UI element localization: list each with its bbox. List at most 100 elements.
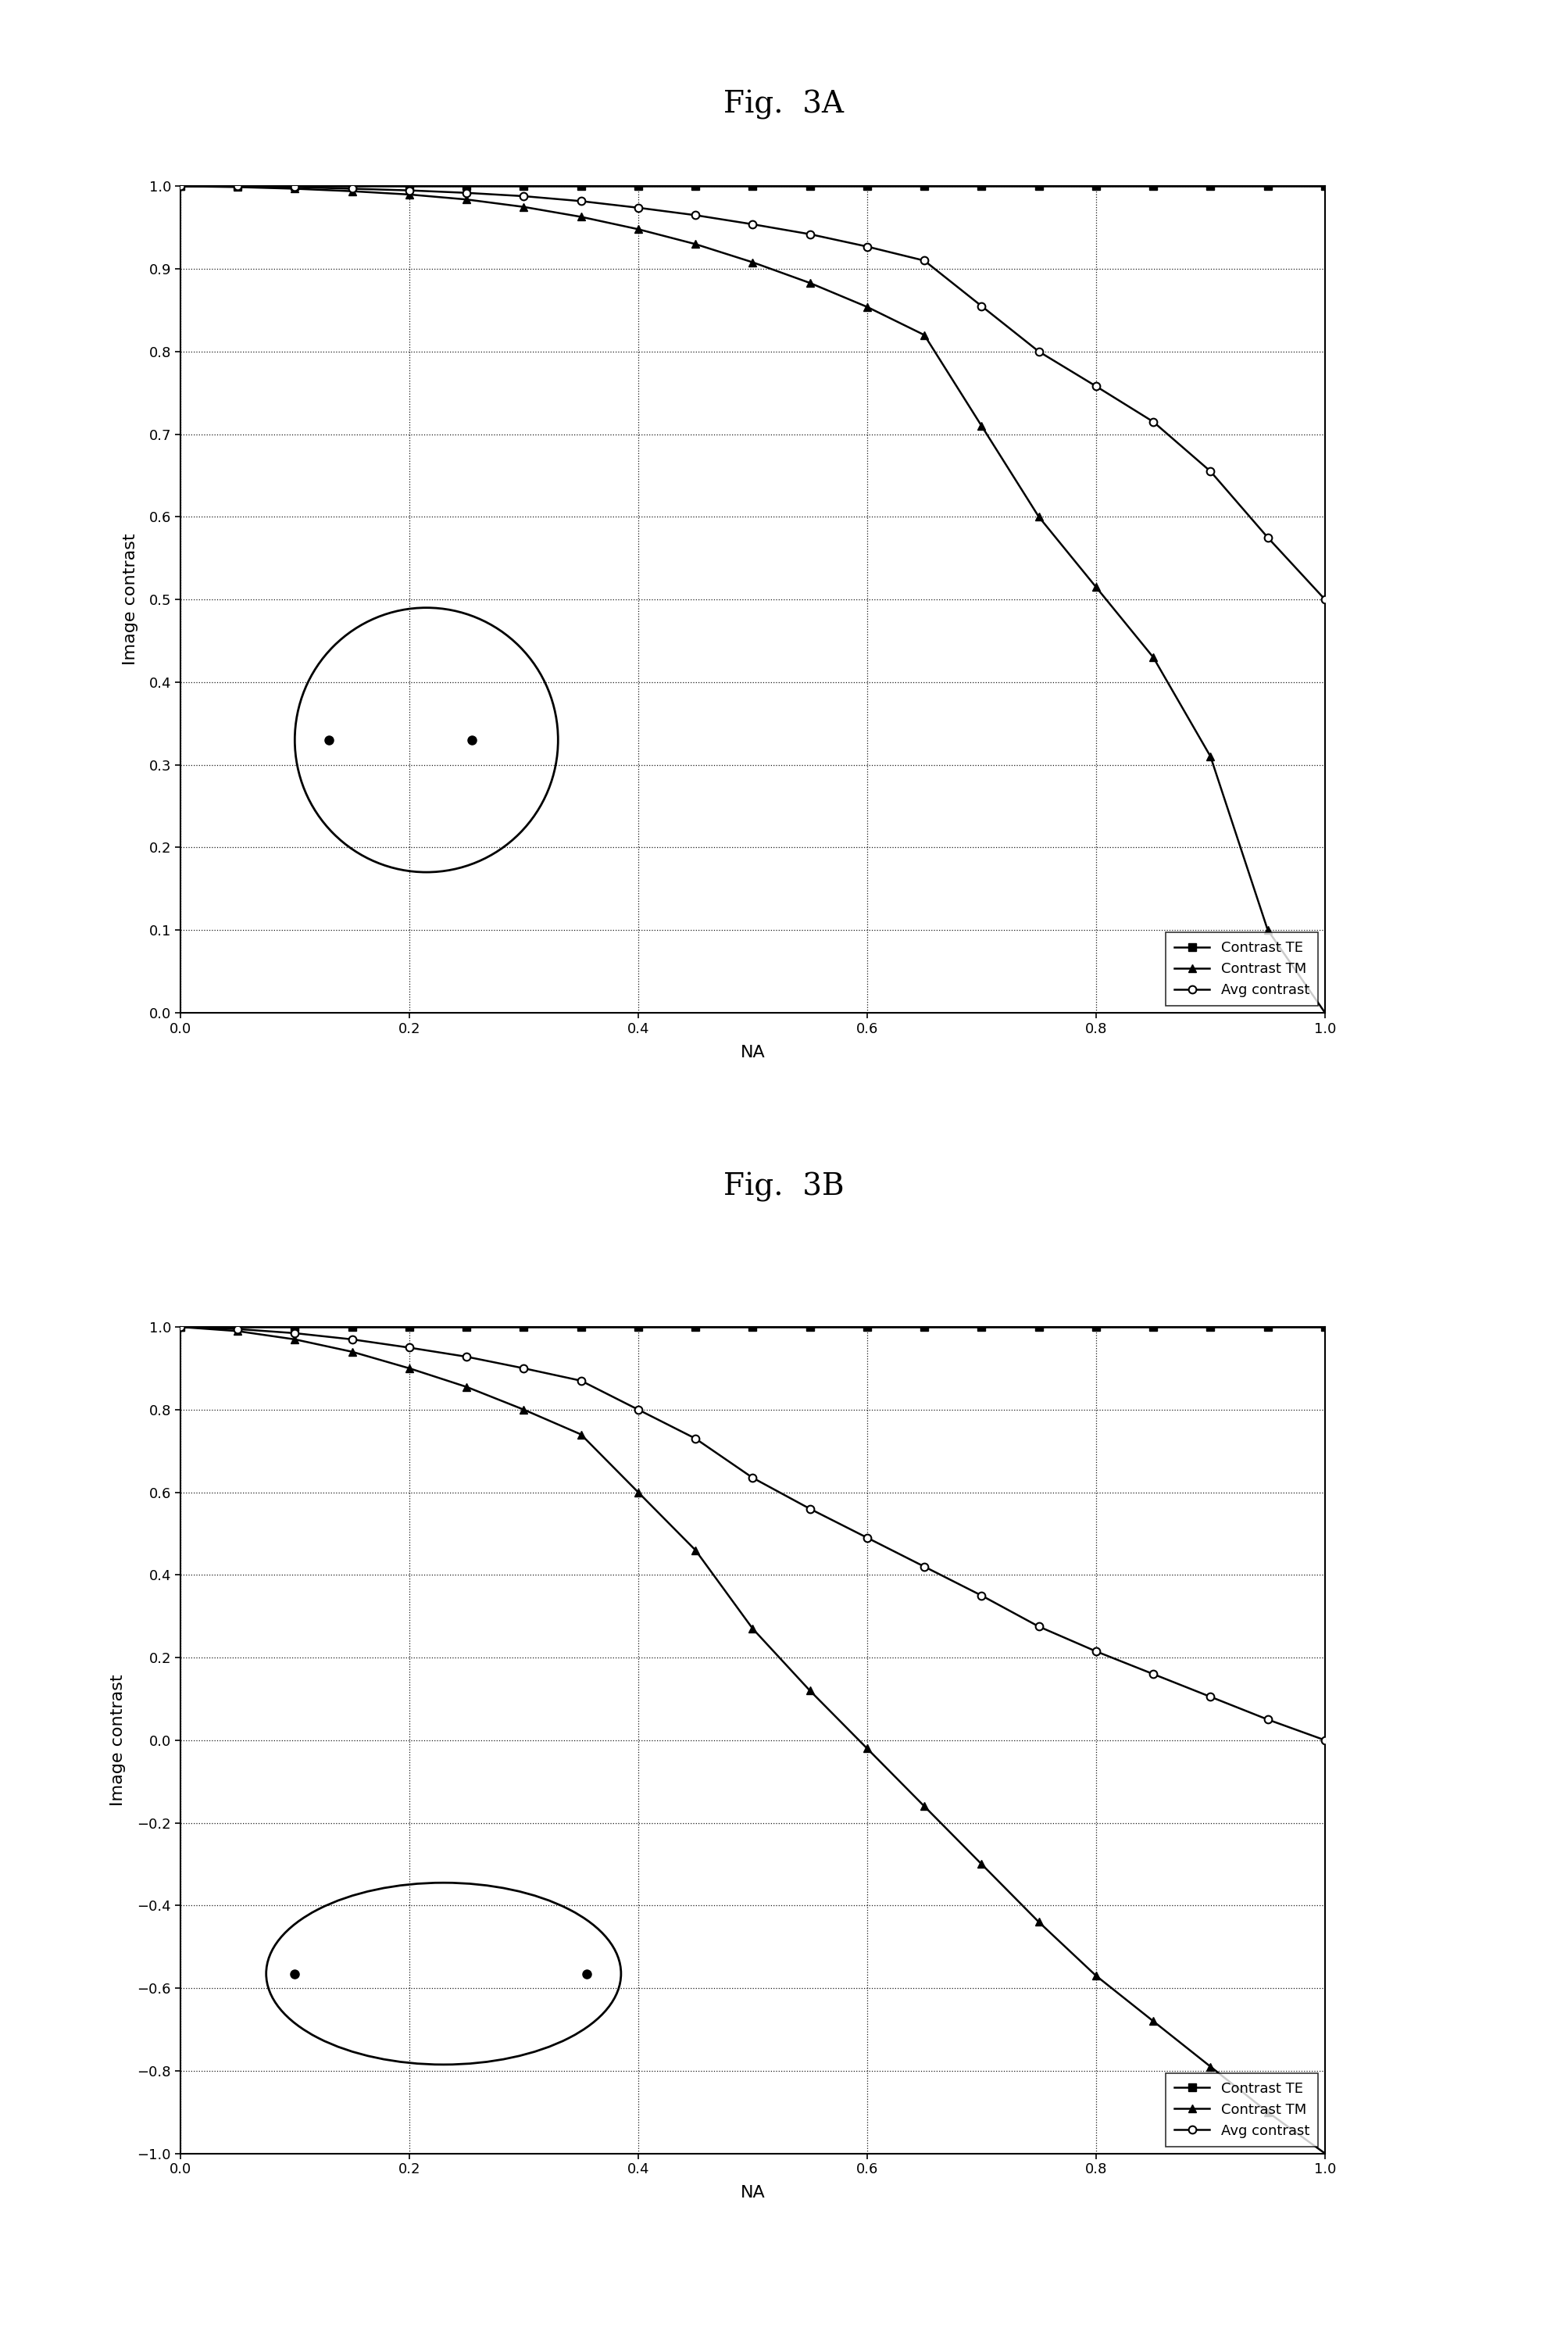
Line: Avg contrast: Avg contrast <box>177 182 1328 603</box>
Contrast TM <box>458 1374 477 1401</box>
Contrast TE <box>1316 1313 1334 1341</box>
Contrast TE <box>1201 172 1220 200</box>
Contrast TM <box>858 1734 877 1762</box>
Avg contrast <box>629 1394 648 1422</box>
Contrast TM <box>1087 1963 1105 1990</box>
Contrast TE <box>1201 1313 1220 1341</box>
Contrast TM <box>801 270 820 298</box>
Avg contrast <box>1143 407 1162 435</box>
Line: Contrast TE: Contrast TE <box>177 182 1328 191</box>
Avg contrast <box>285 172 304 200</box>
Contrast TE <box>858 1313 877 1341</box>
Avg contrast <box>571 1367 590 1394</box>
Text: Fig.  3A: Fig. 3A <box>724 91 844 119</box>
Contrast TM <box>972 412 991 440</box>
Contrast TM <box>1087 573 1105 601</box>
Contrast TE <box>916 1313 935 1341</box>
Contrast TE <box>342 1313 361 1341</box>
Contrast TM <box>1029 1909 1047 1937</box>
Contrast TM <box>1201 2053 1220 2081</box>
Avg contrast <box>972 291 991 319</box>
Contrast TE <box>1029 172 1047 200</box>
Contrast TM <box>743 249 762 277</box>
Avg contrast <box>342 1325 361 1353</box>
Line: Avg contrast: Avg contrast <box>177 1322 1328 1744</box>
Contrast TM <box>1143 2007 1162 2035</box>
Contrast TE <box>801 172 820 200</box>
Avg contrast <box>629 193 648 221</box>
Avg contrast <box>1201 456 1220 484</box>
Contrast TE <box>1258 172 1276 200</box>
Contrast TE <box>229 172 248 200</box>
Contrast TM <box>1316 2139 1334 2167</box>
Contrast TM <box>1258 917 1276 945</box>
Contrast TM <box>171 1313 190 1341</box>
Avg contrast <box>171 172 190 200</box>
Avg contrast <box>743 210 762 237</box>
Contrast TM <box>400 1355 419 1383</box>
Contrast TM <box>1029 503 1047 531</box>
Avg contrast <box>916 247 935 275</box>
Avg contrast <box>1258 524 1276 552</box>
Avg contrast <box>458 1343 477 1371</box>
Contrast TM <box>229 1318 248 1346</box>
Avg contrast <box>514 182 533 210</box>
Contrast TE <box>1258 1313 1276 1341</box>
Avg contrast <box>743 1464 762 1492</box>
Contrast TE <box>1316 172 1334 200</box>
Contrast TE <box>458 1313 477 1341</box>
Contrast TE <box>685 1313 704 1341</box>
Contrast TE <box>1143 1313 1162 1341</box>
Avg contrast <box>801 221 820 249</box>
Contrast TE <box>400 1313 419 1341</box>
Avg contrast <box>801 1495 820 1523</box>
Contrast TM <box>801 1676 820 1704</box>
Contrast TM <box>916 321 935 349</box>
Legend: Contrast TE, Contrast TM, Avg contrast: Contrast TE, Contrast TM, Avg contrast <box>1167 2074 1319 2146</box>
Contrast TE <box>972 1313 991 1341</box>
Contrast TE <box>972 172 991 200</box>
Contrast TE <box>514 172 533 200</box>
Contrast TM <box>400 182 419 210</box>
Contrast TE <box>1143 172 1162 200</box>
Contrast TE <box>171 1313 190 1341</box>
Contrast TM <box>1316 999 1334 1027</box>
Avg contrast <box>1143 1660 1162 1688</box>
Avg contrast <box>858 233 877 261</box>
Contrast TM <box>1143 643 1162 670</box>
Contrast TE <box>1087 172 1105 200</box>
Text: Fig.  3B: Fig. 3B <box>723 1173 845 1201</box>
Contrast TE <box>342 172 361 200</box>
Contrast TE <box>629 172 648 200</box>
Contrast TE <box>858 172 877 200</box>
Contrast TE <box>285 172 304 200</box>
Contrast TM <box>743 1616 762 1644</box>
Avg contrast <box>285 1320 304 1348</box>
Contrast TM <box>1258 2098 1276 2125</box>
Contrast TE <box>916 172 935 200</box>
Contrast TE <box>743 1313 762 1341</box>
Contrast TM <box>916 1793 935 1820</box>
Avg contrast <box>400 1334 419 1362</box>
Avg contrast <box>1316 587 1334 615</box>
Contrast TE <box>1087 1313 1105 1341</box>
Avg contrast <box>458 179 477 207</box>
Contrast TM <box>458 186 477 214</box>
Contrast TE <box>571 1313 590 1341</box>
Legend: Contrast TE, Contrast TM, Avg contrast: Contrast TE, Contrast TM, Avg contrast <box>1167 934 1319 1006</box>
Contrast TE <box>743 172 762 200</box>
Contrast TM <box>342 1339 361 1367</box>
Avg contrast <box>1087 372 1105 400</box>
Avg contrast <box>1316 1727 1334 1755</box>
X-axis label: NA: NA <box>740 1045 765 1059</box>
Contrast TE <box>400 172 419 200</box>
Contrast TE <box>458 172 477 200</box>
Contrast TE <box>571 172 590 200</box>
Avg contrast <box>342 175 361 203</box>
Contrast TE <box>285 1313 304 1341</box>
Contrast TM <box>342 177 361 205</box>
Avg contrast <box>685 1425 704 1453</box>
Contrast TM <box>1201 743 1220 771</box>
Contrast TM <box>171 172 190 200</box>
Contrast TM <box>285 1325 304 1353</box>
